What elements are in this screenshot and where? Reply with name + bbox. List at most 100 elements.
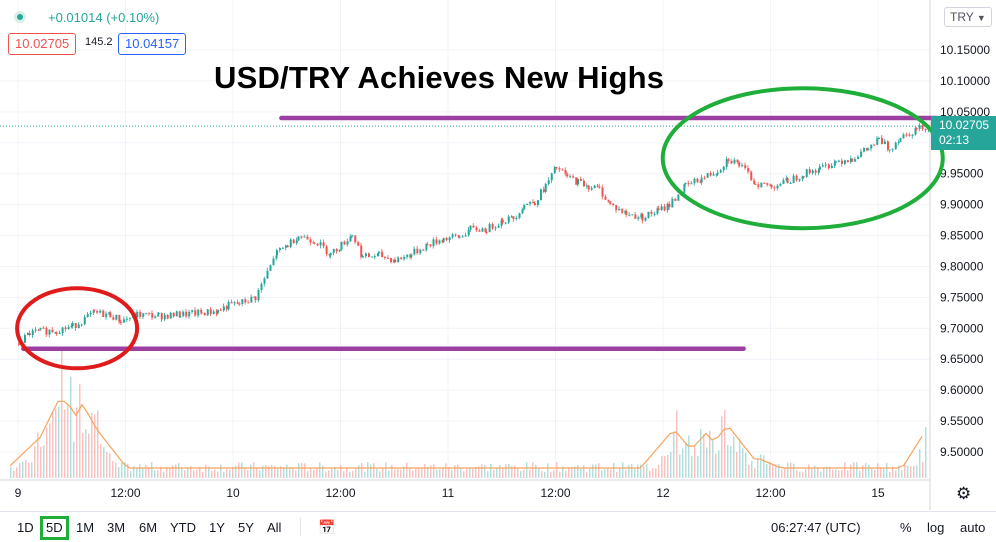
volume-bar (307, 471, 309, 478)
timeframe-1d[interactable]: 1D (17, 520, 34, 535)
candle-body (357, 242, 360, 246)
price-tick-label: 9.65000 (940, 352, 984, 366)
timeframe-all[interactable]: All (267, 520, 282, 535)
volume-bar (850, 464, 852, 478)
bid-price[interactable]: 10.02705 (8, 33, 77, 55)
candle-body (154, 316, 157, 318)
candle-body (640, 213, 643, 218)
candle-body (51, 329, 54, 333)
volume-bar (415, 468, 417, 478)
candle-body (61, 327, 64, 334)
candle-body (54, 332, 57, 334)
volume-bar (781, 469, 783, 478)
candle-body (607, 199, 610, 202)
time-tick-label: 15 (871, 486, 885, 500)
volume-bar (325, 471, 327, 478)
timeframe-5d[interactable]: 5D (40, 516, 69, 540)
time-tick-label: 11 (442, 486, 455, 500)
candle-body (894, 142, 897, 150)
candle-body (151, 313, 154, 318)
volume-bar (865, 463, 867, 478)
volume-bar (589, 468, 591, 478)
volume-bar (88, 433, 90, 478)
volume-bar (637, 464, 639, 478)
utc-clock[interactable]: 06:27:47 (UTC) (771, 520, 861, 535)
volume-bar (73, 441, 75, 478)
candle-body (45, 327, 48, 335)
log-toggle[interactable]: log (927, 520, 945, 535)
volume-bar (853, 462, 855, 478)
candle-body (814, 170, 817, 173)
candle-body (598, 186, 601, 188)
volume-bar (169, 468, 171, 478)
timeframe-1m[interactable]: 1M (76, 520, 95, 535)
volume-bar (94, 414, 96, 478)
candle-body (260, 283, 263, 291)
timeframe-ytd[interactable]: YTD (170, 520, 196, 535)
bottom-toolbar: 1D 5D 1M 3M 6M YTD 1Y 5Y All 📅 06:27:47 … (0, 511, 996, 542)
volume-bar (349, 471, 351, 478)
timeframe-3m[interactable]: 3M (107, 520, 126, 535)
volume-bar (784, 467, 786, 478)
candle-body (28, 333, 31, 336)
volume-bar (397, 468, 399, 478)
candle-body (615, 205, 618, 211)
candle-body (257, 290, 260, 301)
volume-bar (808, 464, 810, 478)
gear-icon[interactable]: ⚙ (956, 484, 972, 503)
volume-bar (880, 468, 882, 478)
currency-selector[interactable]: TRY ▼ (944, 7, 992, 27)
volume-bar (799, 471, 801, 478)
volume-bar (709, 430, 711, 478)
volume-bar (133, 466, 135, 478)
candle-body (792, 175, 795, 184)
candle-body (529, 201, 532, 204)
volume-bar (706, 447, 708, 478)
candle-body (850, 158, 852, 163)
candle-body (362, 256, 364, 258)
candle-body (145, 313, 148, 315)
green-highlight-ellipse (660, 86, 945, 231)
percent-toggle[interactable]: % (900, 520, 912, 535)
volume-bar (313, 469, 315, 478)
candle-body (381, 251, 384, 258)
volume-bar (436, 469, 438, 478)
timeframe-1y[interactable]: 1Y (209, 520, 225, 535)
candle-body (526, 203, 529, 205)
candle-body (876, 138, 879, 145)
candle-body (668, 203, 671, 208)
volume-bar (715, 453, 717, 478)
volume-bar (721, 416, 723, 478)
ask-price[interactable]: 10.04157 (118, 33, 187, 55)
volume-bar (646, 464, 648, 478)
candle-body (887, 141, 889, 150)
candle-body (690, 183, 693, 185)
candle-body (312, 242, 315, 244)
volume-bar (895, 470, 897, 478)
candle-body (319, 242, 322, 246)
candle-body (564, 169, 567, 174)
candle-body (157, 313, 160, 317)
candle-body (241, 299, 244, 304)
candle-body (770, 184, 773, 188)
auto-toggle[interactable]: auto (960, 520, 986, 535)
volume-bar (283, 468, 285, 478)
volume-bar (385, 462, 387, 478)
chart-title: USD/TRY Achieves New Highs (214, 60, 665, 95)
candle-body (374, 256, 376, 258)
volume-bar (778, 463, 780, 478)
candle-body (744, 165, 747, 168)
candle-body (432, 239, 435, 247)
calendar-range-icon[interactable]: 📅 (318, 519, 336, 535)
candle-body (24, 335, 26, 343)
volume-bar (31, 462, 33, 478)
candle-body (34, 329, 37, 331)
volume-bar (883, 468, 885, 478)
timeframe-5y[interactable]: 5Y (238, 520, 254, 535)
candle-body (921, 125, 924, 130)
timeframe-6m[interactable]: 6M (139, 520, 158, 535)
volume-bar (874, 469, 876, 478)
volume-bar (220, 464, 222, 478)
candle-body (730, 160, 733, 164)
